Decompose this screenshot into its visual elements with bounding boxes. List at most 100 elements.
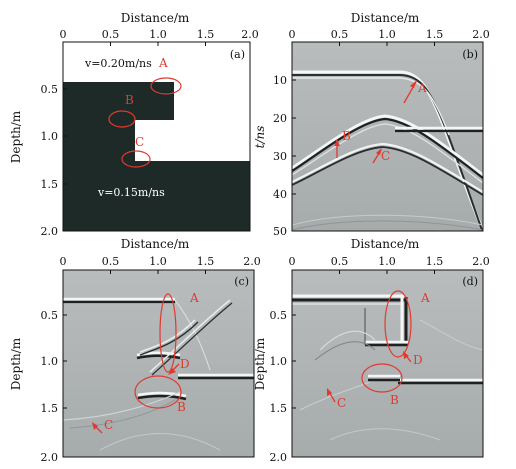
y-tick-label: 1.5 (41, 402, 59, 415)
radargram-events (292, 70, 483, 231)
arrowhead-A (410, 80, 417, 88)
panel-c: Distance/m 0 0.5 1.0 1.5 2.0 (9, 237, 261, 464)
panel-c-tag: (c) (234, 275, 249, 288)
panel-b-ticks (292, 42, 435, 195)
y-tick-label: 10 (273, 74, 287, 87)
y-tick-label: 20 (273, 112, 287, 125)
x-tick-label: 1.5 (197, 28, 215, 41)
marker-label-C-C: C (104, 418, 113, 432)
marker-ellipse-B (361, 363, 403, 393)
y-tick-label: 1.5 (41, 178, 59, 191)
marker-label-C-A: A (189, 291, 199, 305)
marker-ellipse-B (134, 375, 182, 409)
arrowhead-B (334, 139, 340, 146)
lower-velocity-label: v=0.15m/ns (97, 186, 165, 199)
low-velocity-region (63, 82, 250, 231)
panel-b-markers: A B C (334, 80, 427, 164)
arrowhead-C (327, 388, 332, 396)
panel-b-y-tick-labels: 10 20 30 40 50 (273, 74, 287, 238)
y-tick-label: 2.0 (41, 225, 59, 238)
panel-a: Distance/m 0 0.5 1.0 1.5 2.0 0.5 1.0 1.5… (9, 11, 259, 238)
panel-c-left-axis-title: Depth/m (9, 337, 23, 390)
marker-ellipse-C (121, 150, 151, 168)
x-tick-label: 0.5 (102, 28, 120, 41)
x-tick-label: 0.5 (331, 28, 349, 41)
radargram-background (292, 42, 483, 231)
panel-d-x-tick-labels: 0 0.5 1.0 1.5 2.0 (289, 255, 490, 268)
marker-label-A: A (158, 56, 168, 70)
panel-b: Distance/m 0 0.5 1.0 1.5 2.0 (253, 11, 490, 238)
panel-c-ticks (63, 270, 206, 409)
x-tick-label: 2.0 (472, 28, 490, 41)
panel-d-markers: A B C D (327, 290, 430, 410)
marker-label-D-C: C (337, 396, 346, 410)
marker-ellipse-A (150, 77, 182, 95)
marker-label-D-D: D (413, 353, 423, 367)
marker-label-D-A: A (420, 291, 430, 305)
marker-label-C-B: B (177, 400, 186, 414)
panel-a-markers: A B C (108, 56, 182, 168)
x-tick-label: 2.0 (472, 255, 490, 268)
panel-d-ticks (292, 270, 435, 409)
panel-d-left-axis-title: Depth/m (253, 337, 267, 390)
x-tick-label: 0 (289, 28, 296, 41)
x-tick-label: 0.5 (331, 255, 349, 268)
panel-b-left-axis-title: t/ns (253, 126, 267, 149)
x-tick-label: 1.0 (149, 255, 167, 268)
panel-b-top-axis-title: Distance/m (351, 11, 420, 25)
marker-label-C: C (135, 135, 144, 149)
panel-b-x-tick-labels: 0 0.5 1.0 1.5 2.0 (289, 28, 490, 41)
y-tick-label: 1.0 (41, 130, 59, 143)
panel-c-y-tick-labels: 0.5 1.0 1.5 2.0 (41, 309, 59, 464)
y-tick-label: 2.0 (41, 451, 59, 464)
y-tick-label: 0.5 (41, 309, 59, 322)
panel-a-left-axis-title: Depth/m (9, 110, 23, 163)
upper-velocity-label: v=0.20m/ns (84, 57, 152, 70)
arrowhead-C (92, 422, 98, 430)
arrowhead-C (376, 148, 382, 155)
panel-d-y-tick-labels: 0.5 1.0 1.5 2.0 (270, 309, 288, 464)
y-tick-label: 2.0 (270, 451, 288, 464)
x-tick-label: 1.0 (378, 255, 396, 268)
x-tick-label: 0.5 (102, 255, 120, 268)
panel-a-x-tick-labels: 0 0.5 1.0 1.5 2.0 (60, 28, 259, 41)
marker-ellipse-B (108, 110, 136, 128)
panel-a-ticks (63, 42, 206, 185)
marker-label-B-A: A (417, 81, 427, 95)
migrated-image-events (63, 297, 254, 451)
marker-ellipse-A (159, 293, 177, 373)
x-tick-label: 1.5 (197, 255, 215, 268)
y-tick-label: 1.0 (270, 355, 288, 368)
x-tick-label: 2.0 (241, 28, 259, 41)
x-tick-label: 2.0 (243, 255, 261, 268)
panel-c-markers: A B C D (92, 291, 199, 434)
x-tick-label: 0 (289, 255, 296, 268)
marker-label-B-C: C (381, 149, 390, 163)
panel-b-tag: (b) (462, 48, 478, 61)
y-tick-label: 50 (273, 225, 287, 238)
x-tick-label: 1.0 (378, 28, 396, 41)
panel-a-tag: (a) (230, 48, 245, 61)
y-tick-label: 1.0 (41, 355, 59, 368)
x-tick-label: 0 (60, 255, 67, 268)
panel-d-top-axis-title: Distance/m (351, 237, 420, 251)
panel-d-tag: (d) (462, 275, 478, 288)
x-tick-label: 1.5 (426, 28, 444, 41)
panel-a-y-tick-labels: 0.5 1.0 1.5 2.0 (41, 83, 59, 238)
panel-c-x-tick-labels: 0 0.5 1.0 1.5 2.0 (60, 255, 261, 268)
x-tick-label: 0 (60, 28, 67, 41)
marker-label-D-B: B (390, 393, 399, 407)
marker-label-B: B (125, 93, 134, 107)
y-tick-label: 30 (273, 150, 287, 163)
x-tick-label: 1.0 (149, 28, 167, 41)
y-tick-label: 0.5 (41, 83, 59, 96)
marker-label-B-B: B (342, 129, 351, 143)
panel-c-top-axis-title: Distance/m (121, 237, 190, 251)
marker-label-C-D: D (180, 357, 190, 371)
y-tick-label: 1.5 (270, 402, 288, 415)
panel-a-top-axis-title: Distance/m (121, 11, 190, 25)
panel-d: Distance/m 0 0.5 1.0 1.5 2.0 (253, 237, 490, 464)
arrowhead-D (403, 351, 409, 359)
migrated-image-events (292, 294, 483, 441)
